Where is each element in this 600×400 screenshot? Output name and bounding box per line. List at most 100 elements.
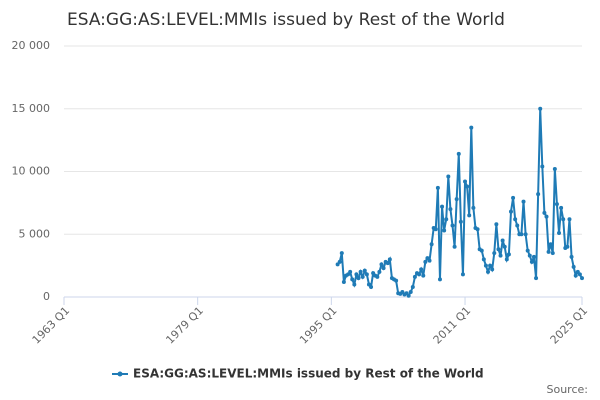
point xyxy=(350,277,355,282)
y-tick-label: 15 000 xyxy=(12,102,51,115)
x-tick-label: 1963 Q1 xyxy=(30,304,73,347)
point xyxy=(486,269,491,274)
point xyxy=(352,282,357,287)
point xyxy=(435,185,440,190)
point xyxy=(506,252,511,257)
point xyxy=(379,262,384,267)
point xyxy=(458,219,463,224)
point xyxy=(375,274,380,279)
point xyxy=(341,279,346,284)
point xyxy=(456,151,461,156)
point xyxy=(450,223,455,228)
point xyxy=(442,228,447,233)
legend-marker xyxy=(117,371,123,377)
point xyxy=(494,222,499,227)
point xyxy=(561,217,566,222)
point xyxy=(429,242,434,247)
y-tick-label: 10 000 xyxy=(12,165,51,178)
point xyxy=(348,269,353,274)
point xyxy=(471,205,476,210)
point xyxy=(554,202,559,207)
point xyxy=(523,232,528,237)
point xyxy=(488,263,493,268)
x-tick-label: 2011 Q1 xyxy=(431,304,474,347)
point xyxy=(421,273,426,278)
point xyxy=(569,254,574,259)
point xyxy=(573,273,578,278)
point xyxy=(356,276,361,281)
point xyxy=(408,289,413,294)
point xyxy=(419,267,424,272)
point xyxy=(504,257,509,262)
point xyxy=(427,258,432,263)
point xyxy=(531,254,536,259)
point xyxy=(446,174,451,179)
point xyxy=(552,166,557,171)
point xyxy=(339,251,344,256)
point xyxy=(492,251,497,256)
point xyxy=(527,253,532,258)
point xyxy=(463,179,468,184)
point xyxy=(479,248,484,253)
point xyxy=(571,264,576,269)
point xyxy=(542,210,547,215)
point xyxy=(515,223,520,228)
source: Source: xyxy=(547,383,589,396)
point xyxy=(406,293,411,298)
point xyxy=(412,274,417,279)
point xyxy=(385,261,390,266)
point xyxy=(381,266,386,271)
point xyxy=(580,276,584,281)
point xyxy=(475,227,480,232)
point xyxy=(536,192,541,197)
y-tick-label: 20 000 xyxy=(12,39,51,52)
point xyxy=(469,125,474,130)
point xyxy=(467,213,472,218)
y-tick-label: 0 xyxy=(43,290,50,303)
y-tick-label: 5 000 xyxy=(19,227,51,240)
point xyxy=(544,214,549,219)
point xyxy=(433,227,438,232)
point xyxy=(362,268,367,273)
point xyxy=(577,272,582,277)
point xyxy=(440,204,445,209)
point xyxy=(483,263,488,268)
point xyxy=(525,248,530,253)
point xyxy=(565,244,570,249)
point xyxy=(550,251,555,256)
point xyxy=(417,272,422,277)
line xyxy=(336,108,583,298)
point xyxy=(559,205,564,210)
point xyxy=(508,209,513,214)
point xyxy=(548,242,553,247)
point xyxy=(452,244,457,249)
point xyxy=(496,247,501,252)
point xyxy=(387,257,392,262)
point xyxy=(511,195,516,200)
point xyxy=(557,230,562,235)
point xyxy=(444,217,449,222)
point xyxy=(540,164,545,169)
point xyxy=(358,269,363,274)
point xyxy=(377,269,382,274)
point xyxy=(538,106,543,111)
point xyxy=(567,217,572,222)
point xyxy=(502,244,507,249)
x-tick-label: 1995 Q1 xyxy=(297,304,340,347)
point xyxy=(364,272,369,277)
point xyxy=(369,284,374,289)
point xyxy=(394,278,399,283)
x-tick-label: 2025 Q1 xyxy=(548,304,591,347)
point xyxy=(360,274,365,279)
point xyxy=(498,253,503,258)
chart-title: ESA:GG:AS:LEVEL:MMIs issued by Rest of t… xyxy=(67,10,505,30)
point xyxy=(546,249,551,254)
point xyxy=(454,197,459,202)
point xyxy=(529,259,534,264)
point xyxy=(513,217,518,222)
point xyxy=(354,272,359,277)
legend-label: ESA:GG:AS:LEVEL:MMIs issued by Rest of t… xyxy=(133,367,484,381)
x-tick-label: 1979 Q1 xyxy=(163,304,206,347)
point xyxy=(500,238,505,243)
